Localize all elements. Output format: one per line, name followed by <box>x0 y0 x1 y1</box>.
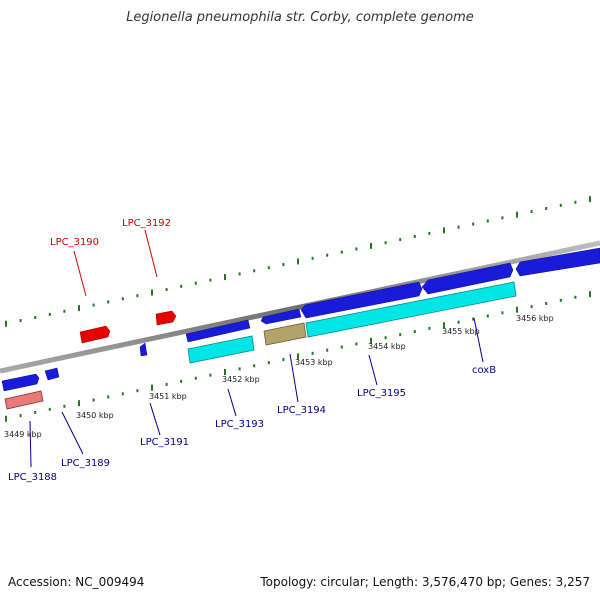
tick-label: 3455 kbp <box>442 327 480 336</box>
gene-label-coxb[interactable]: coxB <box>472 365 496 376</box>
tick-label: 3453 kbp <box>295 358 333 367</box>
cds-salmon-box[interactable] <box>4 390 44 410</box>
tick-label: 3449 kbp <box>4 430 42 439</box>
gene-arrow-lpc3190[interactable] <box>79 325 111 344</box>
gene-label-lpc3193[interactable]: LPC_3193 <box>215 419 264 430</box>
forward-genes <box>1 247 600 392</box>
map-title: Legionella pneumophila str. Corby, compl… <box>126 10 474 25</box>
gene-arrow-7[interactable] <box>421 262 514 295</box>
upper-tick-row <box>5 196 591 327</box>
gene-arrow-4[interactable] <box>185 319 251 343</box>
gene-arrow-3[interactable] <box>139 342 148 357</box>
gene-arrow-5[interactable] <box>260 308 302 325</box>
accession-text: Accession: NC_009494 <box>8 575 145 589</box>
gene-label-lpc3189[interactable]: LPC_3189 <box>61 458 110 469</box>
reverse-genes <box>79 310 177 344</box>
label-leaders <box>29 229 484 468</box>
tick-label: 3456 kbp <box>516 314 554 323</box>
tick-label: 3452 kbp <box>222 375 260 384</box>
cds-features <box>4 281 517 410</box>
gene-label-lpc3190[interactable]: LPC_3190 <box>50 237 99 248</box>
tick-label: 3450 kbp <box>76 411 114 420</box>
cds-olive-box[interactable] <box>263 322 307 346</box>
gene-label-lpc3188[interactable]: LPC_3188 <box>8 472 57 483</box>
genome-backbone <box>0 240 600 374</box>
cds-cyan-box-1[interactable] <box>187 335 255 364</box>
gene-label-lpc3191[interactable]: LPC_3191 <box>140 437 189 448</box>
cds-cyan-box-2[interactable] <box>305 281 517 338</box>
lower-tick-row <box>5 291 591 422</box>
gene-label-lpc3192[interactable]: LPC_3192 <box>122 218 171 229</box>
gene-arrow-2[interactable] <box>44 367 60 381</box>
gene-arrow-lpc3192[interactable] <box>155 310 177 326</box>
topology-text: Topology: circular; Length: 3,576,470 bp… <box>260 575 590 589</box>
gene-label-lpc3195[interactable]: LPC_3195 <box>357 388 406 399</box>
tick-labels: 3449 kbp 3450 kbp 3451 kbp 3452 kbp 3453… <box>4 314 554 439</box>
gene-arrow-8[interactable] <box>515 247 600 277</box>
tick-label: 3454 kbp <box>368 342 406 351</box>
gene-arrow-6[interactable] <box>300 281 423 319</box>
gene-labels: LPC_3190 LPC_3192 LPC_3188 LPC_3189 LPC_… <box>8 218 496 483</box>
gene-label-lpc3194[interactable]: LPC_3194 <box>277 405 326 416</box>
tick-label: 3451 kbp <box>149 392 187 401</box>
gene-arrow-1[interactable] <box>1 373 40 392</box>
